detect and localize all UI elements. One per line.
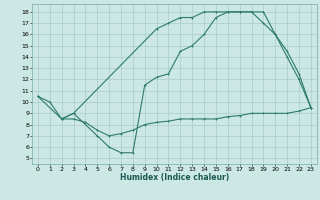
X-axis label: Humidex (Indice chaleur): Humidex (Indice chaleur): [120, 173, 229, 182]
